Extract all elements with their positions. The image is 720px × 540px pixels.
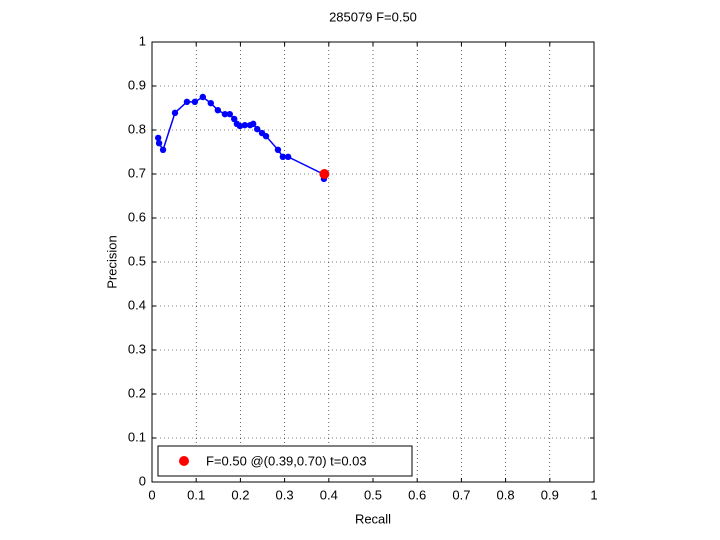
- x-tick-label: 0: [148, 487, 155, 502]
- x-tick-label: 0.2: [231, 487, 249, 502]
- point: [250, 120, 257, 128]
- point: [253, 125, 261, 133]
- point: [154, 134, 162, 142]
- point: [183, 98, 191, 106]
- point: [207, 99, 214, 107]
- plot-frame: [151, 41, 595, 483]
- chart-title: 285079 F=0.50: [329, 9, 417, 24]
- legend-marker: [179, 456, 189, 466]
- y-tick-label: 0.1: [128, 429, 146, 444]
- y-tick-label: 0.5: [128, 253, 146, 268]
- x-tick-label: 0.9: [541, 487, 559, 502]
- y-tick-label: 0.7: [128, 165, 146, 180]
- point: [231, 115, 238, 123]
- y-tick-label: 0.2: [128, 385, 146, 400]
- x-tick-label: 0.5: [364, 487, 382, 502]
- point: [236, 122, 244, 130]
- x-tick-label: 1: [590, 487, 597, 502]
- y-tick-label: 0: [139, 473, 146, 488]
- point: [241, 121, 249, 129]
- x-tick-label: 0.4: [320, 487, 338, 502]
- y-tick-label: 0.4: [128, 297, 146, 312]
- x-tick-label: 0.8: [497, 487, 515, 502]
- point: [274, 146, 282, 153]
- y-axis-label: Precision: [104, 235, 119, 288]
- point: [199, 93, 207, 101]
- legend-box: [157, 445, 413, 477]
- point: [226, 110, 233, 118]
- point: [214, 107, 222, 114]
- point: [171, 109, 179, 117]
- point: [159, 146, 167, 153]
- point: [221, 110, 229, 118]
- highlight-point: [319, 169, 330, 179]
- y-tick-label: 0.9: [128, 77, 146, 92]
- x-tick-label: 0.3: [276, 487, 294, 502]
- y-tick-label: 1: [139, 33, 146, 48]
- x-tick-label: 0.7: [452, 487, 470, 502]
- point: [191, 98, 199, 106]
- x-tick-label: 0.6: [408, 487, 426, 502]
- y-tick-label: 0.6: [128, 209, 146, 224]
- legend-label: F=0.50 @(0.39,0.70) t=0.03: [206, 453, 367, 468]
- point: [279, 153, 287, 161]
- point: [262, 132, 270, 140]
- point: [155, 140, 163, 147]
- x-axis-label: Recall: [355, 511, 391, 526]
- y-tick-label: 0.3: [128, 341, 146, 356]
- point: [284, 153, 292, 161]
- y-tick-label: 0.8: [128, 121, 146, 136]
- x-tick-label: 0.1: [187, 487, 205, 502]
